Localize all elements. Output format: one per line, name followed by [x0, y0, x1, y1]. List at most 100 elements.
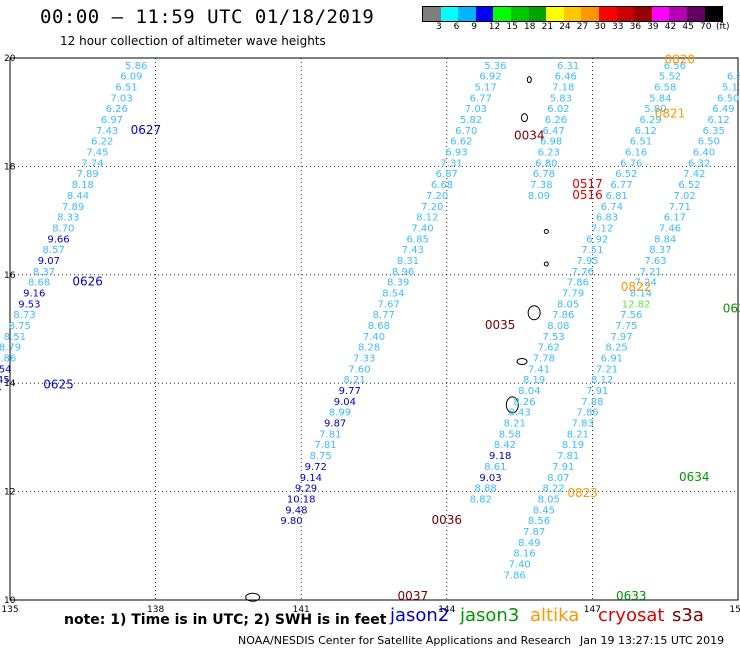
color-scale-swatch — [616, 7, 635, 21]
wave-height-label: 6.49 — [712, 104, 734, 115]
pass-time-label: 0627 — [131, 123, 162, 137]
wave-height-label: 6.78 — [533, 169, 555, 180]
wave-height-label: 7.42 — [683, 169, 705, 180]
wave-height-label: 5.36 — [484, 61, 506, 72]
footer-credit: NOAA/NESDIS Center for Satellite Applica… — [238, 634, 572, 647]
wave-height-label: 6.47 — [542, 126, 564, 137]
wave-height-label: 7.86 — [567, 278, 589, 289]
color-scale-tick-label: 15 — [506, 22, 518, 32]
color-scale-swatch — [563, 7, 582, 21]
color-scale-tick-label: 39 — [647, 22, 659, 32]
wave-height-label: 8.21 — [343, 375, 365, 386]
color-scale-tick-label: 3 — [436, 22, 442, 32]
wave-height-label: 6.80 — [535, 158, 557, 169]
color-scale-tick-label: 27 — [576, 22, 589, 32]
wave-height-label: 7.40 — [508, 559, 530, 570]
wave-height-label: 6.32 — [688, 158, 710, 169]
wave-height-label: 7.79 — [562, 288, 584, 299]
wave-height-label: 8.19 — [523, 375, 545, 386]
pass-time-label: 0517 — [572, 177, 603, 191]
wave-height-label: 7.75 — [615, 321, 637, 332]
wave-height-label: 7.91 — [586, 386, 608, 397]
wave-height-label: 6.52 — [678, 180, 700, 191]
wave-height-label: 9.18 — [489, 451, 511, 462]
color-scale-swatch — [423, 7, 441, 21]
wave-height-label: 8.51 — [4, 332, 26, 343]
color-scale-bar — [422, 6, 724, 22]
wave-height-label: 7.63 — [644, 256, 666, 267]
wave-height-label: 7.78 — [533, 354, 555, 365]
wave-height-label: 8.05 — [557, 299, 579, 310]
wave-height-label: 7.62 — [538, 343, 560, 354]
wave-height-label: 9.04 — [334, 397, 356, 408]
island-outline — [516, 358, 528, 366]
wave-height-label: 6.92 — [479, 72, 501, 83]
wave-height-label: 6.40 — [693, 148, 715, 159]
x-tick-label: 135 — [1, 605, 18, 615]
wave-height-label: 8.56 — [528, 516, 550, 527]
wave-height-label: 8.42 — [494, 440, 516, 451]
wave-height-label: 6.12 — [635, 126, 657, 137]
wave-height-label: 7.43 — [402, 245, 424, 256]
wave-height-label: 9.03 — [479, 473, 501, 484]
wave-height-label: 8.86 — [0, 354, 16, 365]
x-tick-label: 144 — [438, 605, 455, 615]
color-scale-swatch — [458, 7, 476, 21]
wave-height-label: 9.54 — [0, 364, 11, 375]
color-scale-swatch — [704, 7, 723, 21]
wave-height-label: 7.95 — [576, 256, 598, 267]
wave-height-label: 7.43 — [96, 126, 118, 137]
wave-height-label: 9.16 — [23, 288, 45, 299]
pass-time-label: 0820 — [664, 52, 695, 66]
wave-height-label: 12.82 — [622, 299, 651, 310]
legend-entry-altika: altika — [530, 605, 580, 626]
wave-height-label: 7.81 — [314, 440, 336, 451]
island-outline — [543, 228, 549, 234]
pass-time-label: 0633 — [616, 589, 647, 603]
wave-height-label: 7.20 — [421, 202, 443, 213]
wave-height-label: 9.80 — [280, 516, 302, 527]
y-tick-label: 10 — [4, 596, 16, 606]
wave-height-label: 6.77 — [470, 93, 492, 104]
wave-height-label: 8.49 — [518, 538, 540, 549]
wave-height-label: 8.05 — [538, 494, 560, 505]
wave-height-label: 6.02 — [547, 104, 569, 115]
wave-height-label: 9.29 — [295, 484, 317, 495]
x-tick-label: 141 — [293, 605, 310, 615]
color-scale-tick-label: 45 — [682, 22, 694, 32]
wave-height-label: 6.50 — [698, 137, 720, 148]
wave-height-label: 6.92 — [586, 234, 608, 245]
color-scale-swatch — [669, 7, 687, 21]
color-scale-tick-label: 21 — [541, 22, 554, 32]
wave-height-label: 10.45 — [0, 375, 10, 386]
wave-height-label: 8.19 — [562, 440, 584, 451]
wave-height-label: 8.70 — [52, 223, 74, 234]
pass-time-label: 0821 — [655, 107, 686, 121]
color-scale-swatch — [475, 7, 494, 21]
wave-height-label: 6.83 — [596, 213, 618, 224]
wave-height-label: 7.74 — [81, 158, 103, 169]
wave-height-label: 8.58 — [499, 429, 521, 440]
wave-height-label: 7.88 — [581, 397, 603, 408]
wave-height-label: 6.77 — [610, 180, 632, 191]
color-scale-tick-label: 6 — [453, 22, 460, 32]
wave-height-label: 7.86 — [552, 310, 574, 321]
wave-height-label: 7.12 — [591, 223, 613, 234]
wave-height-label: 8.88 — [474, 484, 496, 495]
wave-height-label: 8.28 — [358, 343, 380, 354]
wave-height-label: 6.91 — [601, 354, 623, 365]
wave-height-label: 7.81 — [557, 451, 579, 462]
island-outline — [543, 261, 549, 267]
wave-height-label: 8.79 — [0, 343, 21, 354]
y-tick-label: 20 — [4, 54, 16, 64]
wave-height-label: 7.03 — [465, 104, 487, 115]
wave-height-label: 9.66 — [47, 234, 69, 245]
wave-height-label: 8.25 — [606, 343, 628, 354]
wave-height-label: 6.98 — [540, 137, 562, 148]
wave-height-label: 8.75 — [9, 321, 31, 332]
wave-height-label: 8.22 — [542, 484, 564, 495]
wave-height-label: 8.39 — [387, 278, 409, 289]
wave-height-label: 7.56 — [620, 310, 642, 321]
y-tick-label: 16 — [4, 271, 16, 281]
